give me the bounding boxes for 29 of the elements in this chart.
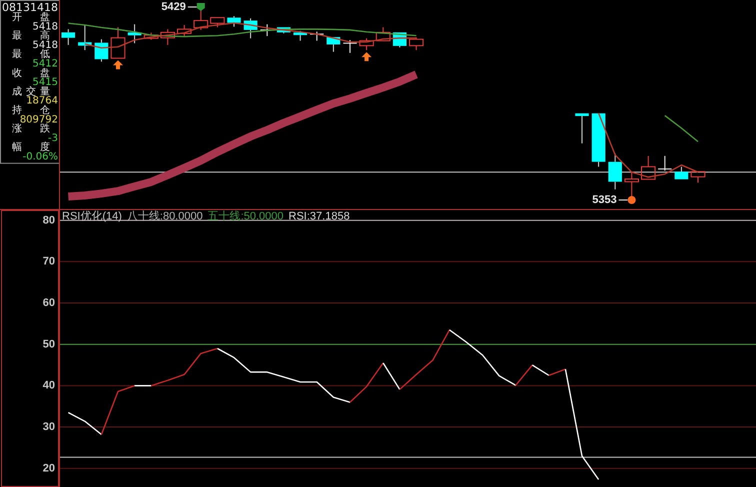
y-tick-label: 40 [42,380,55,392]
y-tick-label: 80 [42,214,55,226]
candlestick [61,28,76,46]
line-series [448,329,516,386]
text: 5412 [32,58,58,70]
text: 幅度 [12,141,50,154]
line-series [216,348,351,403]
text: 收盘 [12,66,50,79]
text: 成交量 [12,85,50,98]
annotation: 5429 [161,1,186,13]
y-tick-label: 70 [42,256,55,268]
line-series [150,348,218,386]
chart-title: RSI优化(14) [62,210,122,222]
text: -3 [48,132,58,144]
text: 最高 [12,30,50,42]
text: 最低 [12,49,50,60]
annotation: 5353 [592,194,617,206]
ref-line-label: 五十线:50.0000 [208,210,284,222]
text: 涨跌 [12,122,50,135]
line-series [399,329,450,390]
text: 开盘 [12,11,50,23]
candlestick [160,28,176,46]
text: 持仓 [12,104,50,116]
text: -0.06% [22,152,58,162]
y-tick-label: 60 [42,297,55,310]
y-tick-label: 20 [42,462,55,474]
y-tick-label: 50 [42,338,55,350]
annotation: RSI:37.1858 [288,210,350,222]
y-tick-label: 30 [42,421,55,434]
